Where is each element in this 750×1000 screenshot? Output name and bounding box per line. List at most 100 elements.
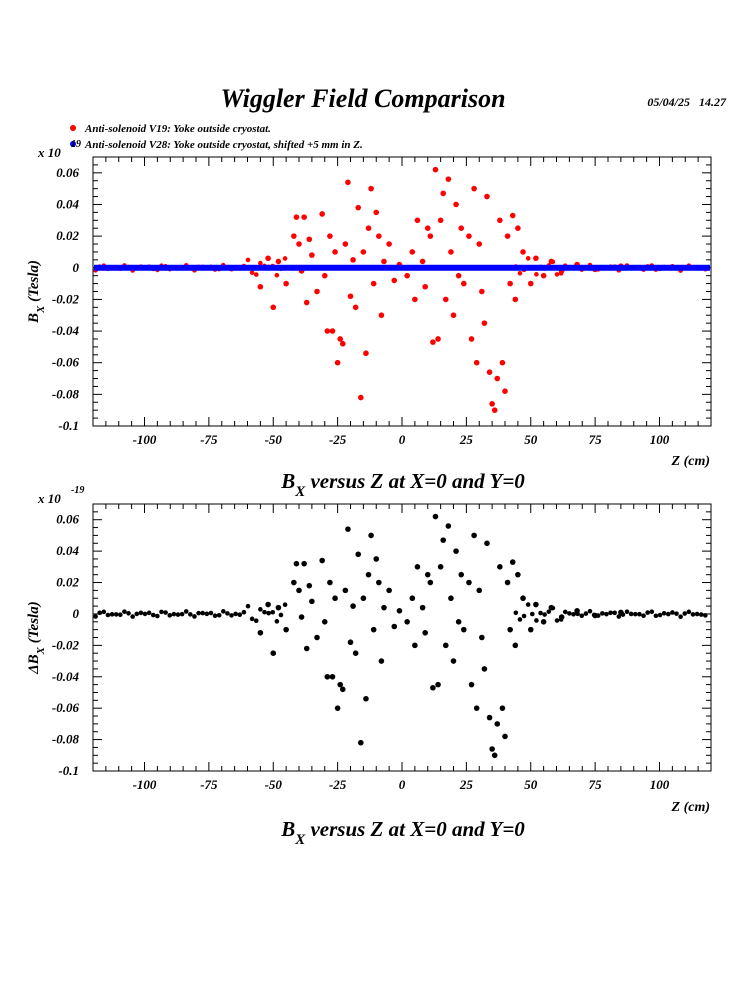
data-point xyxy=(515,225,521,232)
data-point xyxy=(473,359,480,366)
data-point xyxy=(301,214,307,220)
baseline-point xyxy=(93,614,98,619)
data-point xyxy=(486,714,493,721)
data-point xyxy=(497,217,503,224)
axis-exponent-power: -19 xyxy=(71,485,84,496)
data-point xyxy=(440,537,447,543)
baseline-point xyxy=(216,612,222,618)
data-point xyxy=(404,618,410,625)
baseline-point xyxy=(258,607,263,612)
x-tick-label: 50 xyxy=(524,777,538,792)
x-axis-label: Z (cm) xyxy=(671,800,710,815)
data-point xyxy=(352,650,359,657)
data-point xyxy=(365,571,372,578)
data-point xyxy=(342,587,349,594)
data-point xyxy=(293,560,300,567)
data-point xyxy=(592,612,598,619)
data-point xyxy=(283,280,289,287)
data-point xyxy=(481,320,488,326)
data-point xyxy=(468,681,475,688)
baseline-point xyxy=(241,609,247,615)
baseline-point xyxy=(587,608,593,614)
baseline-point xyxy=(554,272,560,277)
y-tick-label: -0.06 xyxy=(52,700,80,715)
baseline-point xyxy=(183,609,189,614)
baseline-point xyxy=(624,609,630,614)
data-point xyxy=(339,340,346,347)
axis-exponent-power: 19 xyxy=(71,139,81,150)
data-point xyxy=(368,532,374,539)
data-point xyxy=(427,233,434,239)
data-point xyxy=(502,733,508,740)
baseline-point xyxy=(703,613,708,618)
data-point xyxy=(291,579,297,586)
data-point xyxy=(378,312,385,319)
baseline-point xyxy=(637,611,642,617)
data-point xyxy=(502,388,508,394)
date-text: 05/04/25 xyxy=(647,95,690,109)
x-tick-label: 0 xyxy=(399,777,406,792)
data-point xyxy=(486,369,493,376)
x-tick-label: 100 xyxy=(650,432,670,447)
data-point xyxy=(453,548,459,554)
data-point xyxy=(345,526,351,532)
y-tick-label: -0.1 xyxy=(58,763,79,778)
data-point xyxy=(381,604,387,611)
data-point xyxy=(419,604,426,611)
x-tick-label: 25 xyxy=(459,777,474,792)
x-tick-label: 25 xyxy=(459,432,474,447)
baseline-point xyxy=(253,272,259,277)
baseline-point xyxy=(657,612,663,618)
baseline-point xyxy=(192,614,197,619)
baseline-point xyxy=(97,610,102,616)
data-point xyxy=(296,241,302,247)
y-tick-label: -0.02 xyxy=(52,637,80,652)
data-point xyxy=(540,272,547,279)
baseline-point xyxy=(212,613,218,619)
data-point xyxy=(334,705,341,711)
baseline-point xyxy=(653,613,659,619)
data-point xyxy=(453,201,459,208)
y-tick-label: 0.06 xyxy=(56,512,79,527)
baseline-point xyxy=(612,610,617,616)
baseline-point xyxy=(220,609,226,614)
baseline-point xyxy=(665,611,671,617)
data-point xyxy=(512,296,519,303)
baseline-point xyxy=(616,614,622,619)
data-point xyxy=(363,350,369,357)
data-point xyxy=(360,249,367,255)
legend-marker-red xyxy=(70,125,76,132)
data-point xyxy=(424,225,431,232)
data-point xyxy=(321,618,328,625)
data-point xyxy=(298,614,305,620)
data-point xyxy=(450,658,457,664)
baseline-point xyxy=(686,609,692,615)
time-text: 14.27 xyxy=(699,95,726,109)
data-point xyxy=(293,214,300,220)
data-point xyxy=(257,283,264,290)
baseline-point xyxy=(678,614,683,620)
x-tick-label: -25 xyxy=(329,432,347,447)
data-point xyxy=(479,288,485,295)
data-point xyxy=(337,681,344,688)
legend-label-v19: Anti-solenoid V19: Yoke outside cryostat… xyxy=(85,123,271,135)
data-point xyxy=(306,236,313,243)
data-point xyxy=(548,604,555,611)
data-point xyxy=(347,639,354,646)
baseline-point xyxy=(233,611,238,617)
x-axis-label: Z (cm) xyxy=(671,454,710,469)
data-point xyxy=(306,582,313,589)
data-point xyxy=(291,233,297,239)
data-point xyxy=(275,604,282,611)
baseline-point xyxy=(122,609,127,614)
baseline-point xyxy=(163,610,168,615)
baseline-point xyxy=(546,609,552,614)
data-point xyxy=(445,523,452,529)
data-point xyxy=(265,601,271,608)
data-point xyxy=(270,650,277,657)
data-point xyxy=(414,217,421,224)
baseline-point xyxy=(200,610,205,616)
data-point xyxy=(409,249,416,255)
baseline-point xyxy=(167,613,173,618)
baseline-point xyxy=(567,611,572,616)
